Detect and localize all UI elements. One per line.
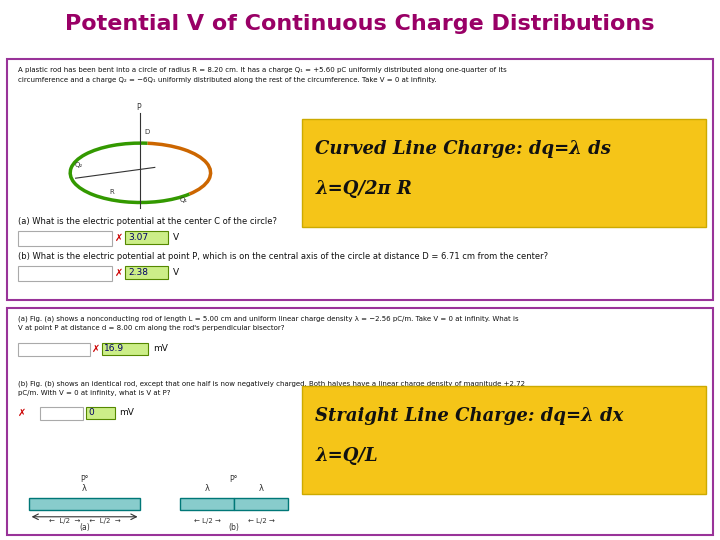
- FancyBboxPatch shape: [7, 308, 713, 535]
- Text: 2.38: 2.38: [128, 268, 148, 276]
- Text: (b): (b): [228, 523, 240, 532]
- FancyBboxPatch shape: [302, 386, 706, 494]
- FancyBboxPatch shape: [125, 231, 168, 244]
- FancyBboxPatch shape: [18, 266, 112, 281]
- Text: V at point P at distance d = 8.00 cm along the rod's perpendicular bisector?: V at point P at distance d = 8.00 cm alo…: [18, 325, 284, 332]
- FancyBboxPatch shape: [86, 407, 115, 419]
- Text: 0: 0: [89, 408, 94, 417]
- Text: P°: P°: [81, 475, 89, 484]
- FancyBboxPatch shape: [102, 343, 148, 355]
- Text: λ: λ: [258, 484, 264, 493]
- Text: ✗: ✗: [115, 233, 123, 243]
- Text: (a) Fig. (a) shows a nonconducting rod of length L = 5.00 cm and uniform linear : (a) Fig. (a) shows a nonconducting rod o…: [18, 315, 518, 322]
- Text: ← L/2 →: ← L/2 →: [194, 518, 220, 524]
- FancyBboxPatch shape: [40, 407, 83, 420]
- Text: Potential V of Continuous Charge Distributions: Potential V of Continuous Charge Distrib…: [66, 14, 654, 35]
- Text: V: V: [173, 268, 179, 276]
- Text: P: P: [136, 103, 140, 112]
- Text: Q₂: Q₂: [75, 161, 84, 168]
- Text: λ=Q/2π R: λ=Q/2π R: [315, 180, 413, 198]
- Text: 16.9: 16.9: [104, 345, 125, 353]
- Text: (b) Fig. (b) shows an identical rod, except that one half is now negatively char: (b) Fig. (b) shows an identical rod, exc…: [18, 380, 525, 387]
- Text: mV: mV: [119, 408, 134, 417]
- Text: (a): (a): [79, 523, 90, 532]
- Text: (a) What is the electric potential at the center C of the circle?: (a) What is the electric potential at th…: [18, 217, 277, 226]
- FancyBboxPatch shape: [18, 231, 112, 246]
- Text: mV: mV: [153, 345, 168, 353]
- FancyBboxPatch shape: [18, 343, 90, 356]
- FancyBboxPatch shape: [302, 119, 706, 227]
- Text: λ: λ: [204, 484, 210, 493]
- Text: D: D: [145, 129, 150, 136]
- Text: pC/m. With V = 0 at infinity, what is V at P?: pC/m. With V = 0 at infinity, what is V …: [18, 390, 171, 396]
- Text: V: V: [173, 233, 179, 241]
- Text: A plastic rod has been bent into a circle of radius R = 8.20 cm. It has a charge: A plastic rod has been bent into a circl…: [18, 67, 507, 73]
- Text: (b) What is the electric potential at point P, which is on the central axis of t: (b) What is the electric potential at po…: [18, 252, 548, 261]
- FancyBboxPatch shape: [29, 498, 140, 510]
- Text: ✗: ✗: [92, 345, 100, 354]
- FancyBboxPatch shape: [234, 498, 288, 510]
- Text: ✗: ✗: [115, 268, 123, 278]
- Text: Straight Line Charge: dq=λ dx: Straight Line Charge: dq=λ dx: [315, 407, 624, 425]
- Text: 3.07: 3.07: [128, 233, 148, 241]
- FancyBboxPatch shape: [180, 498, 234, 510]
- Text: λ: λ: [82, 484, 87, 493]
- FancyBboxPatch shape: [125, 266, 168, 279]
- Text: Curved Line Charge: dq=λ ds: Curved Line Charge: dq=λ ds: [315, 139, 611, 158]
- Text: ←  L/2  →    ←  L/2  →: ← L/2 → ← L/2 →: [49, 518, 120, 524]
- Text: ← L/2 →: ← L/2 →: [248, 518, 274, 524]
- Text: P°: P°: [230, 475, 238, 484]
- Text: R: R: [109, 188, 114, 195]
- Text: λ=Q/L: λ=Q/L: [315, 447, 378, 465]
- FancyBboxPatch shape: [7, 59, 713, 300]
- Text: circumference and a charge Q₂ = −6Q₁ uniformly distributed along the rest of the: circumference and a charge Q₂ = −6Q₁ uni…: [18, 77, 436, 83]
- Text: Q₁: Q₁: [179, 197, 188, 203]
- Text: ✗: ✗: [18, 408, 26, 418]
